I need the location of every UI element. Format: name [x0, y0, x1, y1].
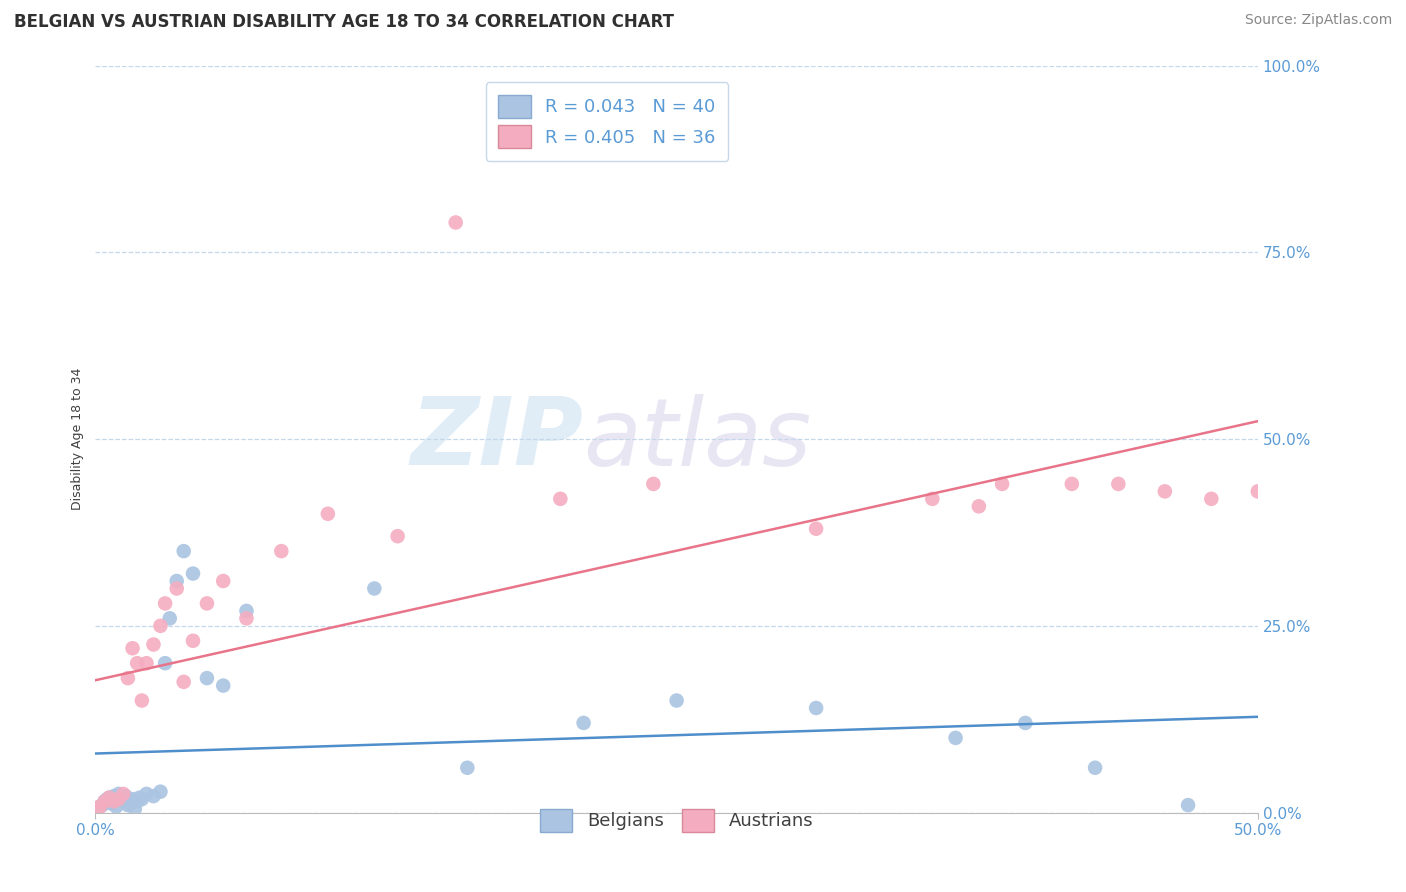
Point — [665, 693, 688, 707]
Point — [166, 582, 188, 596]
Point — [1177, 798, 1199, 813]
Point — [89, 799, 111, 814]
Point — [1247, 484, 1270, 499]
Point — [86, 802, 108, 816]
Point — [149, 785, 172, 799]
Point — [181, 633, 204, 648]
Point — [114, 789, 136, 804]
Point — [195, 671, 218, 685]
Point — [212, 574, 235, 588]
Point — [550, 491, 572, 506]
Point — [1153, 484, 1175, 499]
Point — [159, 611, 181, 625]
Point — [131, 693, 153, 707]
Point — [235, 611, 257, 625]
Point — [166, 574, 188, 588]
Point — [804, 701, 827, 715]
Point — [98, 790, 121, 805]
Y-axis label: Disability Age 18 to 34: Disability Age 18 to 34 — [72, 368, 84, 510]
Text: ZIP: ZIP — [411, 393, 583, 485]
Point — [173, 674, 195, 689]
Text: Source: ZipAtlas.com: Source: ZipAtlas.com — [1244, 13, 1392, 28]
Point — [127, 656, 149, 670]
Point — [131, 792, 153, 806]
Point — [120, 797, 142, 811]
Point — [444, 215, 467, 229]
Point — [270, 544, 292, 558]
Point — [804, 522, 827, 536]
Point — [142, 789, 165, 804]
Point — [316, 507, 339, 521]
Point — [921, 491, 943, 506]
Point — [456, 761, 478, 775]
Point — [153, 596, 176, 610]
Point — [1014, 715, 1036, 730]
Point — [121, 641, 143, 656]
Point — [149, 619, 172, 633]
Point — [135, 787, 157, 801]
Point — [89, 799, 111, 814]
Point — [110, 792, 132, 806]
Point — [181, 566, 204, 581]
Point — [945, 731, 967, 745]
Point — [107, 787, 129, 801]
Point — [128, 790, 150, 805]
Point — [86, 802, 108, 816]
Point — [112, 787, 135, 801]
Point — [117, 671, 139, 685]
Point — [572, 715, 595, 730]
Point — [96, 792, 118, 806]
Point — [142, 638, 165, 652]
Point — [117, 798, 139, 813]
Point — [98, 790, 121, 805]
Point — [93, 794, 115, 808]
Point — [135, 656, 157, 670]
Point — [235, 604, 257, 618]
Point — [387, 529, 409, 543]
Text: BELGIAN VS AUSTRIAN DISABILITY AGE 18 TO 34 CORRELATION CHART: BELGIAN VS AUSTRIAN DISABILITY AGE 18 TO… — [14, 13, 673, 31]
Point — [121, 792, 143, 806]
Point — [124, 802, 146, 816]
Point — [1084, 761, 1107, 775]
Point — [153, 656, 176, 670]
Point — [93, 794, 115, 808]
Legend: Belgians, Austrians: Belgians, Austrians — [527, 797, 825, 845]
Point — [105, 799, 128, 814]
Point — [1107, 476, 1129, 491]
Point — [103, 794, 125, 808]
Point — [991, 476, 1014, 491]
Point — [127, 794, 149, 808]
Point — [173, 544, 195, 558]
Point — [1060, 476, 1083, 491]
Point — [212, 679, 235, 693]
Text: atlas: atlas — [583, 393, 811, 484]
Point — [103, 789, 125, 804]
Point — [643, 476, 665, 491]
Point — [1201, 491, 1223, 506]
Point — [967, 500, 990, 514]
Point — [112, 794, 135, 808]
Point — [363, 582, 385, 596]
Point — [195, 596, 218, 610]
Point — [91, 798, 114, 813]
Point — [107, 792, 129, 806]
Point — [100, 797, 122, 811]
